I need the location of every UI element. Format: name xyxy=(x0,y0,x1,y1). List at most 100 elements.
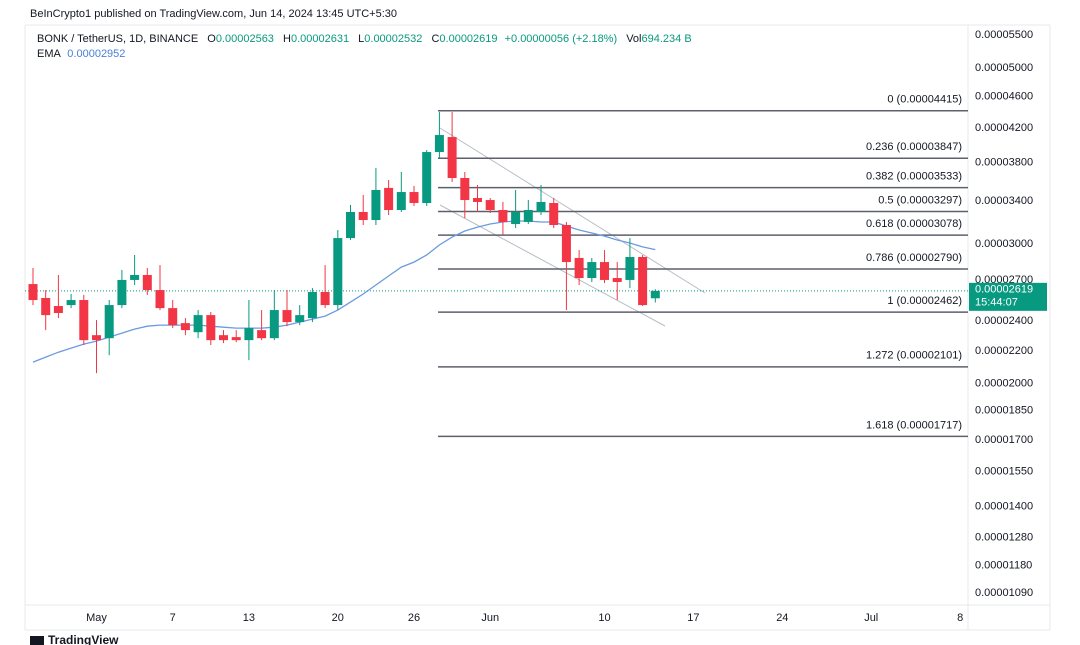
candle-body xyxy=(511,211,521,225)
candle-body xyxy=(130,275,140,280)
candle-body xyxy=(231,337,241,341)
candle-body xyxy=(193,315,203,333)
candle-body xyxy=(244,328,254,341)
y-tick-label: 0.00001400 xyxy=(975,501,1033,513)
candle-body xyxy=(612,278,622,282)
fib-label: 1.272 (0.00002101) xyxy=(866,350,962,362)
y-tick-label: 0.00001700 xyxy=(975,434,1033,446)
x-tick-label: Jul xyxy=(864,612,878,624)
candle-body xyxy=(28,284,38,301)
fib-label: 0 (0.00004415) xyxy=(887,94,962,106)
fib-label: 0.5 (0.00003297) xyxy=(878,194,962,206)
candle-body xyxy=(219,335,229,341)
candle-body xyxy=(561,224,571,263)
x-tick-label: 10 xyxy=(598,612,610,624)
candle-body xyxy=(117,279,127,306)
ohlc-key: H xyxy=(283,33,291,45)
symbol: BONK / TetherUS, 1D, BINANCE xyxy=(37,33,199,45)
y-tick-label: 0.00002000 xyxy=(975,378,1033,390)
candle-body xyxy=(92,335,102,341)
candle-body xyxy=(384,187,394,210)
y-tick-label: 0.00005500 xyxy=(975,29,1033,41)
fib-label: 0.618 (0.00003078) xyxy=(866,218,962,230)
candle-body xyxy=(346,211,356,239)
ema-legend: EMA 0.00002952 xyxy=(37,48,125,60)
candle-body xyxy=(574,257,584,279)
y-tick-label: 0.00005000 xyxy=(975,62,1033,74)
candle-body xyxy=(549,202,559,225)
fib-label: 0.382 (0.00003533) xyxy=(866,171,962,183)
candle-body xyxy=(447,137,457,178)
ohlc-key: O xyxy=(207,33,216,45)
y-tick-label: 0.00001850 xyxy=(975,405,1033,417)
y-tick-label: 0.00003000 xyxy=(975,238,1033,250)
ohlc-key: C xyxy=(431,33,440,45)
candle-body xyxy=(434,135,444,153)
y-tick-label: 0.00001280 xyxy=(975,532,1033,544)
candle-body xyxy=(41,298,51,316)
y-tick-label: 0.00004600 xyxy=(975,91,1033,103)
candle-body xyxy=(320,292,330,306)
ohlc-value: 0.00002631 xyxy=(290,33,350,45)
ohlc-value: 0.00002619 xyxy=(439,33,498,45)
candle-body xyxy=(142,275,152,291)
candle-body xyxy=(168,308,178,326)
ohlc-value: 0.00002563 xyxy=(215,33,274,45)
price-tag-label: 0.00002619 xyxy=(975,284,1033,296)
candle-body xyxy=(523,209,533,222)
y-tick-label: 0.00001090 xyxy=(975,587,1033,599)
x-tick-label: 24 xyxy=(776,612,788,624)
publish-info: BeInCrypto1 published on TradingView.com… xyxy=(30,8,398,20)
candle-body xyxy=(473,198,483,202)
candle-body xyxy=(66,300,76,306)
x-tick-label: 7 xyxy=(170,612,176,624)
ohlc-value: 0.00002532 xyxy=(364,33,423,45)
candle-body xyxy=(587,262,597,279)
price-tag xyxy=(969,282,1047,311)
y-tick-label: 0.00003400 xyxy=(975,195,1033,207)
x-tick-label: 17 xyxy=(687,612,699,624)
candle-body xyxy=(498,209,508,222)
candle-body xyxy=(333,238,343,306)
candle-body xyxy=(257,330,267,339)
candle-body xyxy=(358,211,368,221)
y-tick-label: 0.00001180 xyxy=(975,560,1032,572)
y-tick-label: 0.00002400 xyxy=(975,315,1033,327)
candle-body xyxy=(282,310,292,323)
candle-body xyxy=(600,262,610,280)
volume-key: Vol xyxy=(626,33,642,45)
fib-label: 1 (0.00002462) xyxy=(887,295,962,307)
y-tick-label: 0.00001550 xyxy=(975,466,1033,478)
y-tick-label: 0.00002200 xyxy=(975,345,1033,357)
candle-body xyxy=(79,300,89,341)
candle-body xyxy=(295,315,305,323)
candle-body xyxy=(409,192,419,203)
candle-body xyxy=(104,305,114,339)
x-tick-label: 13 xyxy=(243,612,255,624)
countdown: 15:44:07 xyxy=(975,297,1018,309)
ema-value: 0.00002952 xyxy=(67,48,126,60)
candle-body xyxy=(650,290,660,299)
watermark: TradingView xyxy=(48,633,119,645)
fib-label: 0.236 (0.00003847) xyxy=(866,141,962,153)
channel-line xyxy=(439,127,706,294)
candle-body xyxy=(155,290,165,309)
fib-label: 0.786 (0.00002790) xyxy=(866,252,962,264)
volume: 694.234 B xyxy=(641,33,692,45)
y-tick-label: 0.00004200 xyxy=(975,122,1033,134)
candle-body xyxy=(53,306,63,313)
watermark-logo xyxy=(30,636,44,645)
y-tick-label: 0.00003800 xyxy=(975,156,1033,168)
candle-body xyxy=(206,315,216,341)
fib-label: 1.618 (0.00001717) xyxy=(866,419,962,431)
channel-line xyxy=(439,204,666,327)
change: +0.00000056 (+2.18%) xyxy=(504,33,618,45)
ema-key: EMA xyxy=(37,48,61,60)
candle-body xyxy=(180,323,190,331)
legend-row: BONK / TetherUS, 1D, BINANCE O0.00002563… xyxy=(37,33,692,45)
candle-body xyxy=(371,189,381,221)
x-tick-label: Jun xyxy=(481,612,499,624)
